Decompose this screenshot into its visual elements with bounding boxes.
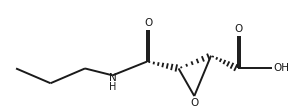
Text: N: N	[109, 73, 117, 83]
Text: O: O	[190, 98, 199, 108]
Text: H: H	[109, 82, 116, 92]
Text: O: O	[235, 24, 243, 34]
Text: OH: OH	[273, 64, 289, 73]
Text: O: O	[144, 18, 152, 28]
